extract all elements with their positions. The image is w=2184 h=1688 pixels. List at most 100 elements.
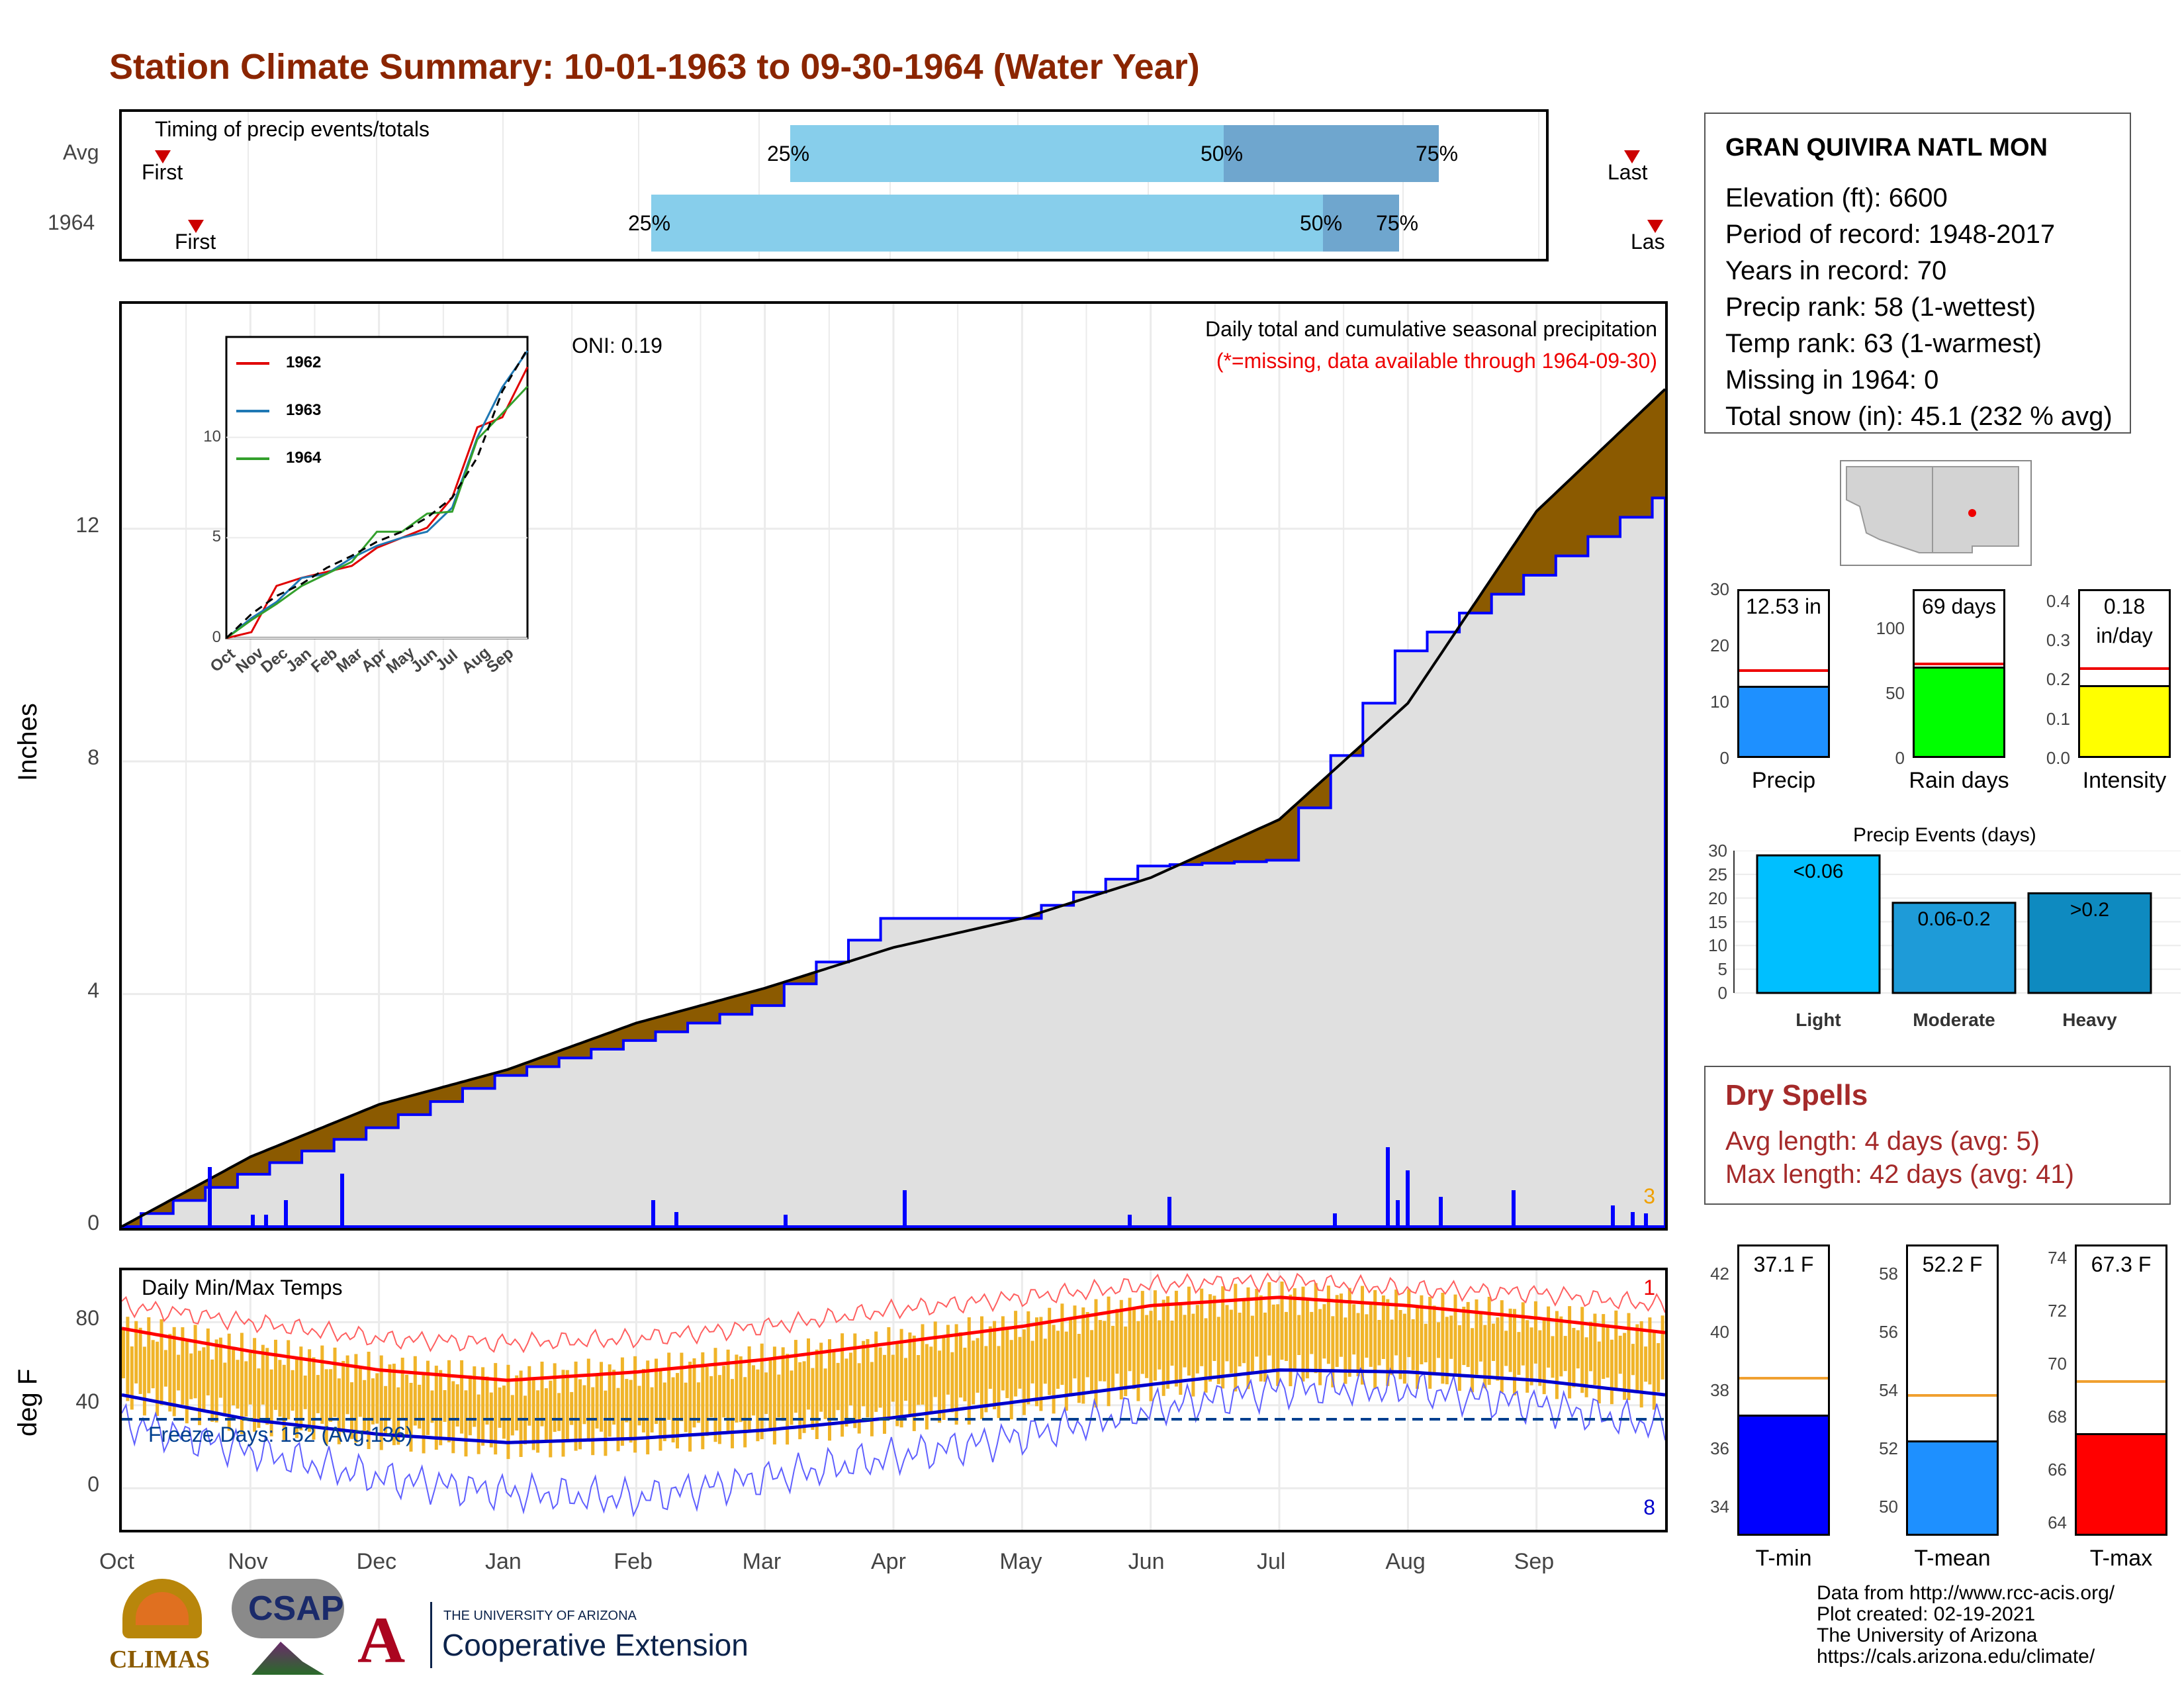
daily-precip-bar [1128, 1215, 1132, 1227]
temp-bar [709, 1376, 713, 1418]
temp-bar [409, 1383, 413, 1452]
temp-bar [612, 1370, 616, 1425]
temp-bottom-count: 8 [1643, 1495, 1655, 1519]
ua-logo: A [357, 1603, 406, 1677]
daily-precip-bar [1406, 1170, 1410, 1227]
temp-bar [392, 1364, 396, 1446]
temp-bar [189, 1353, 193, 1399]
temp-bar [836, 1362, 840, 1411]
tmean-ytick: 50 [1879, 1497, 1898, 1517]
intensity-bar-fill [2080, 685, 2169, 756]
temp-bar [1538, 1330, 1542, 1386]
temp-bar [1018, 1336, 1022, 1389]
temp-bar [1597, 1341, 1601, 1404]
temp-bar [227, 1333, 231, 1431]
temp-bar [1390, 1319, 1394, 1376]
temp-bar [1424, 1323, 1428, 1362]
temp-bar [1449, 1315, 1453, 1359]
temp-bar [705, 1367, 709, 1436]
daily-temp-bars [122, 1282, 1664, 1460]
tmax-ytick: 68 [2048, 1407, 2067, 1427]
temp-bar [430, 1390, 434, 1423]
temp-bar [1593, 1313, 1597, 1385]
month-label: Dec [356, 1549, 397, 1574]
avg-first: First [142, 160, 183, 184]
temp-bar [451, 1381, 455, 1454]
temp-bar [1128, 1297, 1132, 1372]
temp-bar [396, 1387, 400, 1445]
temp-bar [988, 1326, 992, 1389]
temp-bar [316, 1375, 320, 1413]
precip-ytick: 20 [1710, 635, 1729, 655]
temp-bar [1081, 1307, 1085, 1404]
temp-bar [967, 1317, 971, 1425]
temp-bar [147, 1317, 151, 1393]
temp-bar [1555, 1311, 1559, 1399]
inset-ytick: 0 [212, 628, 221, 646]
temp-bar [1204, 1318, 1208, 1393]
main-subtitle: Daily total and cumulative seasonal prec… [1205, 317, 1657, 341]
temp-bar [299, 1346, 303, 1430]
inset-ytick: 10 [203, 427, 221, 445]
temp-bar [1285, 1311, 1288, 1361]
tmean-avg-line [1908, 1394, 1997, 1397]
temp-bar [1318, 1309, 1322, 1385]
temp-bar [841, 1333, 844, 1437]
temp-bar [1090, 1330, 1094, 1392]
intensity-unit: in/day [2096, 624, 2153, 647]
temp-bar [717, 1375, 721, 1444]
station-snow: Total snow (in): 45.1 (232 % avg) [1725, 402, 2113, 431]
yr-last-marker [1647, 220, 1663, 233]
temp-bar [713, 1348, 717, 1442]
temp-bar [506, 1364, 510, 1460]
intensity-ytick: 0.1 [2046, 708, 2070, 729]
temp-ylabel: deg F [13, 1368, 42, 1436]
temp-bar [1580, 1307, 1584, 1393]
temp-bar [1377, 1320, 1381, 1366]
tmin-ytick: 38 [1710, 1380, 1729, 1400]
temp-bar [312, 1357, 316, 1440]
temp-bar [375, 1373, 379, 1424]
temp-bar [1466, 1301, 1470, 1368]
temp-bar [422, 1374, 426, 1454]
timing-panel: Timing of precip events/totals 25% 50% 7… [119, 109, 1665, 261]
temp-bar [790, 1370, 794, 1425]
inset-ytick: 5 [212, 528, 221, 546]
daily-precip-bar [784, 1215, 788, 1227]
main-ytick: 12 [75, 512, 99, 537]
temp-bar [320, 1345, 324, 1424]
temp-bar [1525, 1320, 1529, 1393]
temp-bar [946, 1325, 950, 1395]
temp-bar [1022, 1329, 1026, 1415]
temp-bar [722, 1366, 726, 1418]
temp-bar [443, 1390, 447, 1422]
temp-bar [1614, 1310, 1618, 1390]
temp-bar [236, 1360, 240, 1409]
temp-bar [671, 1377, 675, 1442]
daily-precip-bars [208, 1147, 1648, 1227]
precip-label: Precip [1751, 768, 1816, 793]
temp-bar [1462, 1307, 1466, 1366]
temp-bar [574, 1361, 578, 1451]
tmin-ytick: 40 [1710, 1322, 1729, 1342]
avg-min-line [122, 1368, 1665, 1444]
temp-bar [1517, 1332, 1521, 1375]
tmean-label: T-mean [1914, 1546, 1991, 1571]
temp-bar [1030, 1340, 1034, 1383]
station-precip-rank: Precip rank: 58 (1-wettest) [1725, 293, 2036, 322]
temp-bar [185, 1338, 189, 1424]
climas-logo: CLIMAS [109, 1579, 222, 1678]
main-ylabel: Inches [13, 703, 42, 781]
footer-url: https://cals.arizona.edu/climate/ [1817, 1646, 2095, 1667]
temp-bar [701, 1352, 705, 1450]
temp-bar [1246, 1287, 1250, 1389]
month-label: Sep [1514, 1549, 1555, 1574]
temp-bar [950, 1352, 954, 1413]
temp-bar [1576, 1330, 1580, 1369]
temp-bar [1314, 1283, 1318, 1374]
daily-precip-bar [1611, 1205, 1615, 1227]
rain-ytick: 100 [1876, 618, 1905, 638]
temp-bar [1504, 1331, 1508, 1366]
events-title: Precip Events (days) [1853, 824, 2036, 846]
precip-summary-bar [1737, 589, 1830, 758]
